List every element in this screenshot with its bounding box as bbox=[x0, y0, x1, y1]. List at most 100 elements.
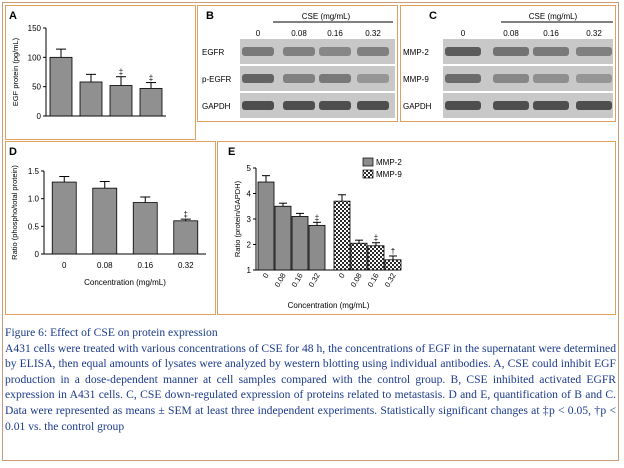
blot-band bbox=[576, 101, 612, 110]
x-tick-label: 0.08 bbox=[273, 272, 288, 289]
y-tick-label: 2 bbox=[247, 241, 252, 250]
x-tick-label: 0 bbox=[261, 272, 271, 280]
bar bbox=[291, 216, 309, 271]
row-label: p-EGFR bbox=[202, 75, 232, 84]
blot-band bbox=[319, 101, 351, 110]
figure-frame bbox=[2, 2, 619, 461]
blot-band bbox=[533, 101, 569, 110]
x-tick-label: 0.32 bbox=[178, 261, 194, 270]
blot-band bbox=[242, 74, 274, 83]
bar bbox=[92, 187, 118, 255]
bar bbox=[139, 88, 163, 117]
legend-label: MMP-2 bbox=[376, 158, 402, 167]
figure-caption: Figure 6: Effect of CSE on protein expre… bbox=[5, 325, 616, 434]
row-label: GAPDH bbox=[202, 102, 231, 111]
y-tick-label: 1.0 bbox=[28, 195, 40, 204]
blot-band bbox=[493, 101, 529, 110]
blot-band bbox=[283, 74, 315, 83]
blot-band bbox=[357, 74, 389, 83]
bar bbox=[274, 205, 292, 271]
y-tick-label: 1.5 bbox=[28, 167, 40, 176]
y-tick-label: 5 bbox=[247, 164, 252, 173]
lane-label: 0 bbox=[461, 29, 466, 38]
blot-band bbox=[319, 74, 351, 83]
y-tick-label: 0 bbox=[35, 250, 40, 259]
blot-header: CSE (mg/mL) bbox=[529, 12, 578, 21]
significance-mark: † bbox=[391, 247, 395, 256]
blot-band bbox=[242, 101, 274, 110]
x-tick-label: 0.16 bbox=[137, 261, 153, 270]
x-tick-label: 0.32 bbox=[307, 272, 322, 289]
blot-band bbox=[445, 101, 481, 110]
row-label: MMP-2 bbox=[403, 48, 429, 57]
bar bbox=[79, 81, 103, 117]
panel-d: D 0 0.5 1.0 1.5 Ratio (phospho/total protein)… bbox=[5, 141, 216, 315]
x-tick-label: 0.08 bbox=[97, 261, 113, 270]
lane-label: 0.32 bbox=[365, 29, 381, 38]
y-tick-label: 1 bbox=[247, 266, 252, 275]
chart-a: A 0 50 100 150 EGF protein (pg/mL) ‡ ‡ bbox=[9, 10, 166, 121]
panel-b: B CSE (mg/mL) 0 0.08 0.16 0.32 EGFR p-EGFR GAPDH bbox=[197, 5, 398, 122]
panel-letter: D bbox=[9, 146, 17, 158]
blot-band bbox=[576, 47, 612, 56]
bar bbox=[367, 245, 385, 271]
blot-band bbox=[533, 74, 569, 83]
row-label: MMP-9 bbox=[403, 75, 429, 84]
blot-band bbox=[283, 101, 315, 110]
x-axis-label: Concentration (mg/mL) bbox=[288, 301, 370, 310]
panel-c: C CSE (mg/mL) 0 0.08 0.16 0.32 MMP-2 MMP-9 GAPDH bbox=[400, 5, 616, 122]
x-tick-label: 0.16 bbox=[290, 272, 305, 289]
x-axis-label: Concentration (mg/mL) bbox=[84, 278, 166, 287]
blot-band bbox=[357, 47, 389, 56]
panel-e: E 1 2 3 4 5 Ratio (protein/GAPDH) 0 0.08 0.16 ‡ 0.3… bbox=[217, 141, 616, 315]
bar bbox=[49, 56, 73, 117]
bar bbox=[308, 224, 326, 271]
row-label: EGFR bbox=[202, 48, 224, 57]
x-tick-label: 0 bbox=[62, 261, 67, 270]
y-tick-label: 0 bbox=[37, 112, 42, 121]
blot-band bbox=[283, 47, 315, 56]
y-tick-label: 4 bbox=[247, 190, 252, 199]
bar bbox=[384, 259, 402, 271]
caption-title: Figure 6: Effect of CSE on protein expre… bbox=[5, 326, 218, 339]
panel-letter: C bbox=[429, 10, 437, 22]
lane-label: 0.08 bbox=[291, 29, 307, 38]
blot-band bbox=[445, 47, 481, 56]
bar bbox=[109, 85, 133, 117]
lane-label: 0 bbox=[256, 29, 261, 38]
chart-d: D 0 0.5 1.0 1.5 Ratio (phospho/total protein)… bbox=[9, 146, 206, 287]
blot-band bbox=[493, 74, 529, 83]
panel-letter: E bbox=[228, 146, 235, 158]
blot-b: B CSE (mg/mL) 0 0.08 0.16 0.32 EGFR p-EGFR GAPDH bbox=[202, 10, 395, 118]
y-axis-label: Ratio (protein/GAPDH) bbox=[233, 180, 242, 257]
y-tick-label: 50 bbox=[32, 83, 41, 92]
panel-a: A 0 50 100 150 EGF protein (pg/mL) ‡ ‡ bbox=[5, 5, 196, 140]
blot-header: CSE (mg/mL) bbox=[302, 12, 351, 21]
blot-band bbox=[493, 47, 529, 56]
significance-mark: ‡ bbox=[149, 74, 153, 83]
legend-label: MMP-9 bbox=[376, 170, 402, 179]
x-tick-label: 0.16 bbox=[366, 272, 381, 289]
y-tick-label: 0.5 bbox=[28, 222, 40, 231]
bar bbox=[257, 181, 275, 271]
blot-band bbox=[445, 74, 481, 83]
bar bbox=[132, 202, 158, 255]
bar bbox=[350, 242, 368, 271]
significance-mark: ‡ bbox=[374, 234, 378, 243]
blot-band bbox=[533, 47, 569, 56]
blot-band bbox=[357, 101, 389, 110]
caption-body: A431 cells were treated with various con… bbox=[5, 341, 616, 433]
row-label: GAPDH bbox=[403, 102, 432, 111]
lane-label: 0.16 bbox=[543, 29, 559, 38]
bar bbox=[51, 181, 77, 255]
panel-letter: A bbox=[9, 10, 17, 22]
x-tick-label: 0.08 bbox=[349, 272, 364, 289]
x-tick-label: 0 bbox=[337, 272, 347, 280]
blot-band bbox=[576, 74, 612, 83]
blot-band bbox=[242, 47, 274, 56]
bar bbox=[173, 220, 199, 255]
legend-swatch bbox=[362, 169, 374, 179]
y-axis-label: EGF protein (pg/mL) bbox=[11, 37, 20, 106]
y-tick-label: 3 bbox=[247, 215, 252, 224]
